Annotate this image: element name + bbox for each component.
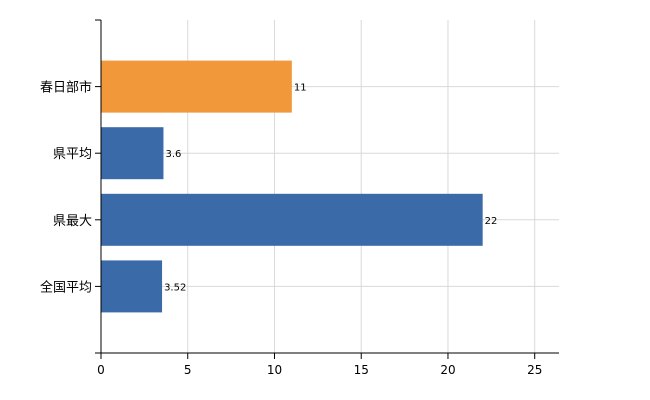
y-tick-label: 県最大 — [53, 214, 92, 229]
data-label: 22 — [485, 216, 498, 227]
x-tick-label: 0 — [97, 363, 105, 377]
x-tick-label: 20 — [440, 363, 455, 377]
data-label: 3.6 — [165, 149, 181, 160]
bar-2 — [101, 193, 483, 246]
bars — [101, 60, 483, 313]
y-tick-label: 全国平均 — [40, 279, 92, 295]
x-tick-label: 15 — [354, 363, 369, 377]
data-label: 11 — [294, 83, 307, 94]
y-tick-label: 春日部市 — [40, 80, 92, 96]
x-tick-label: 25 — [527, 363, 542, 377]
x-tick-label: 10 — [267, 363, 282, 377]
data-label: 3.52 — [164, 282, 186, 293]
bar-1 — [101, 127, 164, 180]
bar-0 — [101, 60, 292, 113]
axes — [95, 19, 559, 359]
bar-3 — [101, 260, 163, 313]
x-tick-label: 5 — [184, 363, 192, 377]
y-tick-label: 県平均 — [53, 147, 92, 162]
